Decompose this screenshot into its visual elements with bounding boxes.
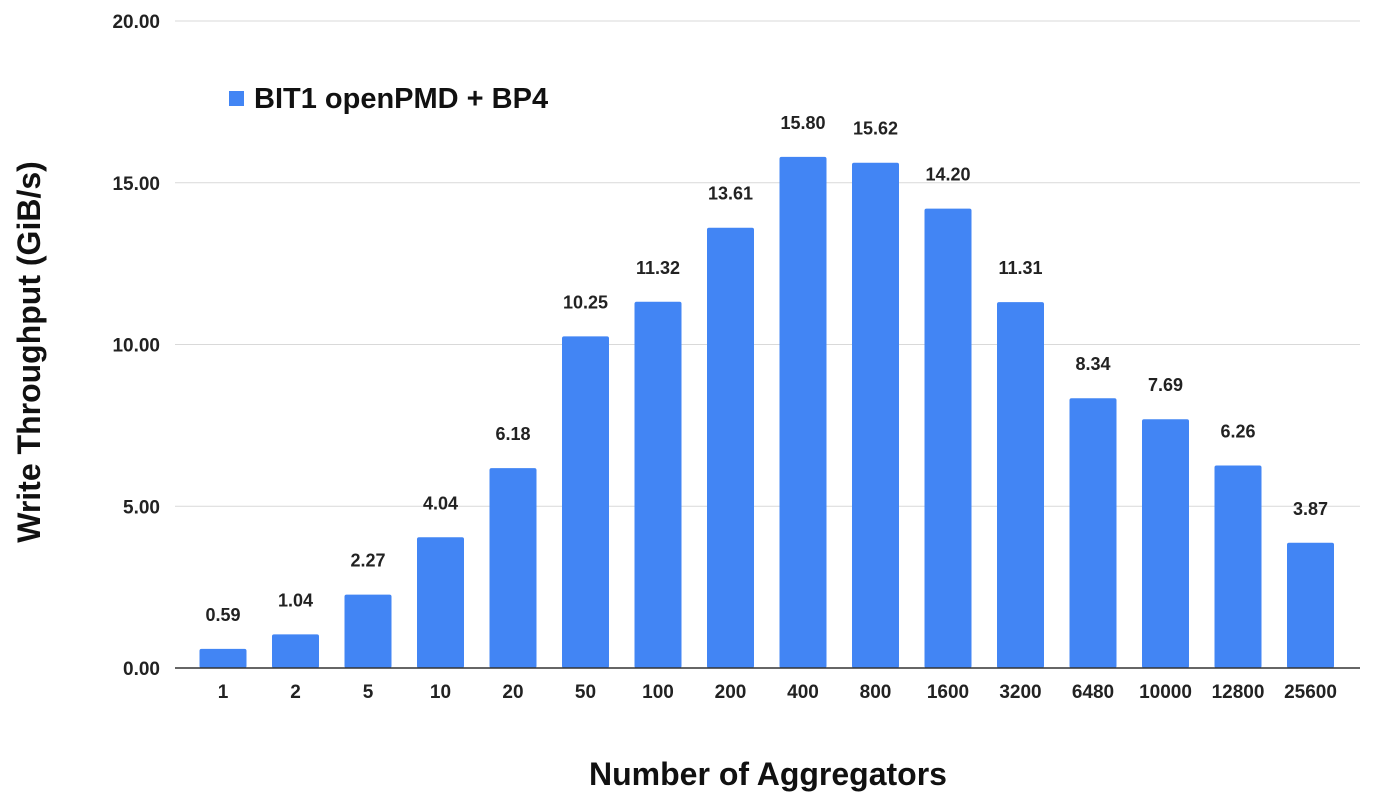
- bar: [1214, 465, 1262, 668]
- x-tick-label: 10: [430, 682, 451, 703]
- x-tick-label: 100: [642, 682, 674, 703]
- bar: [997, 302, 1044, 668]
- bar: [1142, 419, 1189, 668]
- bar: [1069, 398, 1117, 668]
- data-label: 10.25: [563, 292, 608, 312]
- bar: [272, 634, 319, 668]
- bar: [634, 301, 682, 668]
- bar: [852, 162, 899, 668]
- data-label: 1.04: [278, 590, 313, 610]
- x-tick-label: 12800: [1212, 682, 1265, 703]
- x-tick-label: 2: [290, 682, 301, 703]
- x-tick-label: 1600: [927, 682, 969, 703]
- legend-swatch: [229, 91, 244, 106]
- data-label: 13.61: [708, 184, 753, 204]
- y-tick-label: 15.00: [112, 174, 160, 195]
- bar: [1287, 542, 1334, 668]
- data-label: 3.87: [1293, 499, 1328, 519]
- data-label: 4.04: [423, 493, 458, 513]
- x-tick-label: 50: [575, 682, 596, 703]
- x-tick-label: 400: [787, 682, 819, 703]
- x-tick-label: 200: [715, 682, 747, 703]
- bar: [779, 156, 827, 668]
- x-tick-label: 25600: [1284, 682, 1337, 703]
- y-tick-label: 5.00: [123, 497, 160, 518]
- data-label: 6.18: [495, 424, 530, 444]
- legend-label: BIT1 openPMD + BP4: [254, 83, 548, 115]
- y-tick-label: 20.00: [112, 12, 160, 33]
- data-label: 7.69: [1148, 375, 1183, 395]
- data-label: 15.80: [780, 113, 825, 133]
- data-label: 14.20: [925, 165, 970, 185]
- x-tick-label: 10000: [1139, 682, 1192, 703]
- bar: [489, 468, 537, 668]
- x-tick-label: 800: [860, 682, 892, 703]
- y-axis-title: Write Throughput (GiB/s): [11, 161, 47, 543]
- data-label: 11.31: [998, 258, 1042, 278]
- bar: [562, 336, 609, 668]
- bar: [707, 227, 754, 669]
- x-axis-title: Number of Aggregators: [589, 756, 947, 792]
- bar: [417, 537, 464, 668]
- y-tick-label: 0.00: [123, 659, 160, 680]
- x-axis-ticks: 1 2 5 10 20 50 100 200 400 800 1600 3200 6480 10000 12…: [218, 682, 1337, 703]
- y-axis-ticks: 0.00 5.00 10.00 15.00 20.00: [112, 12, 160, 680]
- data-label: 8.34: [1075, 354, 1110, 374]
- x-tick-label: 20: [502, 682, 523, 703]
- bars: [199, 156, 1334, 669]
- data-label: 2.27: [350, 551, 385, 571]
- x-tick-label: 6480: [1072, 682, 1114, 703]
- y-tick-label: 10.00: [112, 336, 160, 357]
- data-label: 6.26: [1220, 421, 1255, 441]
- x-tick-label: 3200: [999, 682, 1041, 703]
- data-label: 15.62: [853, 119, 898, 139]
- bar: [199, 648, 247, 668]
- data-label: 11.32: [636, 258, 680, 278]
- x-tick-label: 1: [218, 682, 229, 703]
- bar: [344, 594, 392, 668]
- legend: BIT1 openPMD + BP4: [229, 83, 548, 115]
- x-tick-label: 5: [363, 682, 374, 703]
- data-labels: 0.59 1.04 2.27 4.04 6.18 10.25 11.32 13.61 15.80…: [205, 113, 1328, 625]
- data-label: 0.59: [205, 605, 240, 625]
- bar: [924, 208, 972, 668]
